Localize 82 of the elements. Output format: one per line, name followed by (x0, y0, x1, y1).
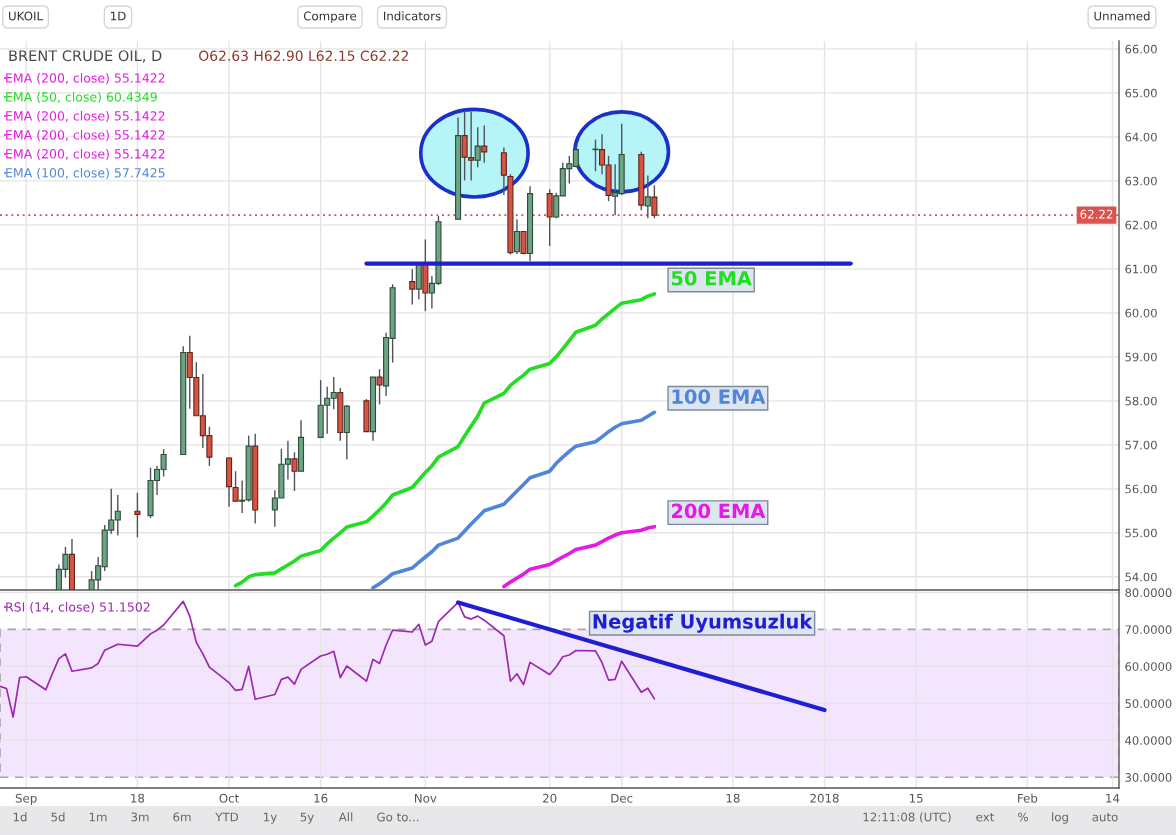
candlestick (239, 479, 246, 514)
annotation: Negatif Uyumsuzluk (593, 613, 813, 633)
candlestick (592, 138, 599, 172)
annotation: 100 EMA (672, 389, 766, 404)
y-tick-label: 64.00 (1125, 132, 1157, 142)
x-tick-label: 2018 (810, 793, 839, 803)
candlestick (546, 188, 553, 247)
y-tick-label: 56.00 (1125, 484, 1157, 494)
legend-label: EMA (200, close) 55.1422 (6, 148, 165, 161)
candlestick (291, 451, 298, 492)
legend-label: EMA (200, close) 55.1422 (6, 110, 165, 123)
line-series (502, 524, 657, 589)
legend-label: EMA (50, close) 60.4349 (6, 91, 157, 104)
text: Go to... (377, 812, 419, 822)
x-tick-label: Oct (219, 793, 239, 803)
text: 5y (300, 812, 314, 824)
y-tick-label: 66.00 (1125, 44, 1157, 54)
text: 1m (89, 812, 107, 822)
x-tick-label: 18 (726, 793, 740, 803)
x-tick-label: 15 (909, 793, 923, 803)
candlestick (474, 126, 481, 168)
x-tick-label: Nov (414, 793, 437, 803)
x-tick-label: 20 (543, 793, 557, 803)
candlestick (644, 174, 651, 219)
legend-label: RSI (14, close) 51.1502 (6, 602, 150, 614)
y-tick-label: 60.0000 (1125, 662, 1172, 671)
line-series (371, 410, 657, 590)
y-tick-label: 80.0000 (1125, 588, 1172, 598)
legend-label: EMA (200, close) 55.1422 (6, 129, 165, 142)
y-tick-label: 58.00 (1125, 396, 1157, 406)
y-tick-label: 40.0000 (1125, 736, 1172, 745)
text: YTD (215, 812, 239, 822)
annotation: 50 EMA (671, 270, 752, 286)
text: O62.63 H62.90 L62.15 C62.22 (199, 50, 408, 62)
text: 1d (13, 812, 27, 822)
x-tick-label: Feb (1018, 793, 1038, 803)
legend-label: EMA (100, close) 57.7425 (6, 167, 165, 180)
y-tick-label: 50.0000 (1125, 699, 1172, 708)
text: ext (976, 812, 995, 822)
text: Indicators (384, 11, 441, 21)
text: Unnamed (1094, 11, 1150, 21)
y-tick-label: 63.00 (1125, 176, 1157, 186)
line-series (233, 292, 657, 588)
ref-line-label: 62.22 (1080, 209, 1113, 219)
y-tick-label: 62.00 (1125, 220, 1157, 230)
text: auto (1092, 812, 1118, 822)
text: All (338, 812, 353, 822)
y-tick-label: 60.00 (1125, 308, 1157, 318)
x-tick-label: Sep (15, 793, 37, 805)
y-tick-label: 57.00 (1125, 440, 1157, 450)
x-tick-label: 18 (131, 793, 145, 803)
candlestick (500, 146, 507, 196)
text: 3m (131, 812, 149, 822)
candlestick (651, 184, 658, 219)
text: Compare (303, 11, 357, 23)
x-tick-label: Dec (611, 793, 633, 803)
candlestick (134, 492, 141, 538)
x-tick-label: 14 (1106, 793, 1120, 803)
candlestick (376, 368, 383, 406)
annotation: 200 EMA (671, 503, 766, 519)
candlestick (513, 218, 521, 255)
y-tick-label: 30.0000 (1125, 773, 1172, 782)
text: BRENT CRUDE OIL, D (9, 50, 162, 63)
text: log (1052, 812, 1068, 824)
text: 1D (111, 11, 126, 21)
text: UKOIL (9, 11, 44, 21)
y-tick-label: 59.00 (1125, 352, 1157, 362)
y-tick-label: 55.00 (1125, 528, 1157, 538)
y-tick-label: 65.00 (1125, 88, 1157, 98)
text: 5d (51, 812, 65, 822)
text: 1y (264, 812, 277, 824)
candlestick (481, 124, 488, 164)
text: 12:11:08 (UTC) (863, 812, 951, 823)
y-tick-label: 54.00 (1125, 572, 1157, 582)
text: 6m (173, 812, 191, 822)
candlestick (409, 268, 416, 306)
x-tick-label: 16 (314, 793, 328, 803)
legend-label: EMA (200, close) 55.1422 (6, 73, 165, 85)
candlestick (232, 470, 239, 503)
y-tick-label: 61.00 (1125, 264, 1157, 274)
text: % (1018, 812, 1028, 822)
y-tick-label: 70.0000 (1125, 625, 1172, 634)
